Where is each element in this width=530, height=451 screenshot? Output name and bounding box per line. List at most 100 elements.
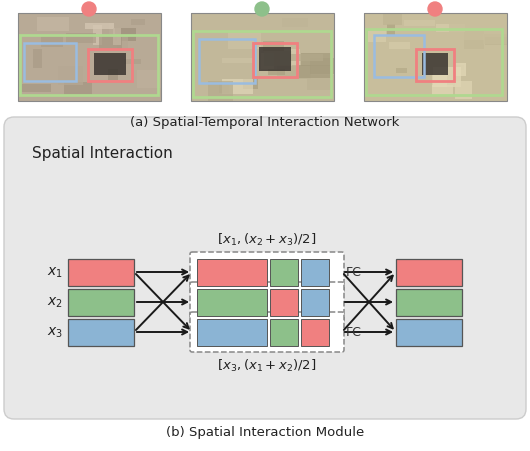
Bar <box>94 54 126 76</box>
Bar <box>21 85 51 93</box>
Bar <box>197 319 267 346</box>
Bar <box>24 44 76 82</box>
Bar <box>243 80 258 89</box>
Bar <box>431 76 447 87</box>
Text: $x_3$: $x_3$ <box>47 325 63 340</box>
Bar <box>416 50 454 82</box>
Bar <box>223 59 253 64</box>
Text: FC: FC <box>346 266 362 279</box>
Bar <box>33 50 42 69</box>
Bar <box>93 24 109 35</box>
Bar <box>366 30 502 96</box>
Bar <box>282 19 308 28</box>
Bar <box>18 14 161 102</box>
Bar <box>299 66 331 79</box>
Bar <box>197 289 267 316</box>
Bar <box>64 83 92 97</box>
Bar <box>261 54 275 70</box>
Bar <box>58 67 83 85</box>
Bar <box>68 319 134 346</box>
Bar <box>310 58 334 75</box>
Bar <box>301 289 329 316</box>
Bar <box>454 64 466 77</box>
Bar <box>483 35 507 45</box>
Bar <box>268 70 285 75</box>
Bar <box>280 51 299 67</box>
Bar <box>448 50 462 60</box>
Text: $x_1$: $x_1$ <box>47 265 63 280</box>
FancyBboxPatch shape <box>4 118 526 419</box>
Bar <box>277 65 311 79</box>
Bar <box>191 14 334 102</box>
Bar <box>307 76 334 91</box>
Text: (a) Spatial-Temporal Interaction Network: (a) Spatial-Temporal Interaction Network <box>130 116 400 129</box>
Bar <box>387 25 395 37</box>
Bar <box>20 36 158 96</box>
Text: (b) Spatial Interaction Module: (b) Spatial Interaction Module <box>166 425 364 438</box>
FancyBboxPatch shape <box>190 253 344 292</box>
Circle shape <box>255 3 269 17</box>
Bar <box>259 48 291 72</box>
Bar <box>199 40 255 84</box>
Circle shape <box>82 3 96 17</box>
Bar <box>197 259 267 286</box>
Bar <box>253 44 297 78</box>
Bar <box>264 52 292 66</box>
Bar <box>431 86 454 96</box>
Bar <box>396 289 462 316</box>
Circle shape <box>428 3 442 17</box>
Bar <box>270 319 298 346</box>
Bar <box>364 14 507 102</box>
Bar <box>270 289 298 316</box>
Bar <box>191 14 334 102</box>
Bar <box>118 36 128 51</box>
Bar <box>455 82 472 100</box>
FancyBboxPatch shape <box>190 282 344 322</box>
Bar <box>193 32 331 98</box>
Bar <box>124 60 141 65</box>
Bar <box>396 69 408 74</box>
Bar <box>374 36 424 78</box>
Bar <box>68 259 134 286</box>
Bar <box>208 82 233 101</box>
Bar <box>389 43 410 50</box>
Bar <box>396 319 462 346</box>
Text: $[x_3, (x_1 + x_2)/2]$: $[x_3, (x_1 + x_2)/2]$ <box>217 357 317 373</box>
Bar <box>290 55 323 62</box>
Bar <box>383 15 402 26</box>
Bar <box>131 20 145 26</box>
Bar <box>228 32 261 51</box>
Text: FC: FC <box>346 326 362 339</box>
Bar <box>88 50 132 82</box>
Bar <box>301 319 329 346</box>
Bar <box>455 66 464 71</box>
Bar <box>108 70 118 80</box>
Bar <box>66 34 96 44</box>
Bar <box>464 32 484 50</box>
Bar <box>137 70 161 89</box>
Bar <box>113 28 121 46</box>
Text: $x_2$: $x_2$ <box>47 295 63 309</box>
Bar <box>396 259 462 286</box>
Bar <box>422 54 448 76</box>
Bar <box>68 289 134 316</box>
Bar <box>404 21 435 27</box>
Bar <box>114 28 136 42</box>
Bar <box>18 14 161 102</box>
Bar <box>37 18 68 32</box>
FancyBboxPatch shape <box>190 312 344 352</box>
Bar <box>219 84 229 93</box>
Bar <box>364 14 507 102</box>
Bar <box>41 36 63 48</box>
Bar <box>485 38 507 46</box>
Bar <box>93 27 102 46</box>
Bar <box>449 22 484 41</box>
Bar <box>263 41 284 52</box>
Bar <box>85 24 114 30</box>
Text: Spatial Interaction: Spatial Interaction <box>32 146 173 161</box>
Bar <box>301 54 331 67</box>
Bar <box>433 68 461 88</box>
Text: $[x_1, (x_2 + x_3)/2]$: $[x_1, (x_2 + x_3)/2]$ <box>217 231 317 248</box>
Bar <box>368 30 386 43</box>
Bar <box>100 37 121 50</box>
